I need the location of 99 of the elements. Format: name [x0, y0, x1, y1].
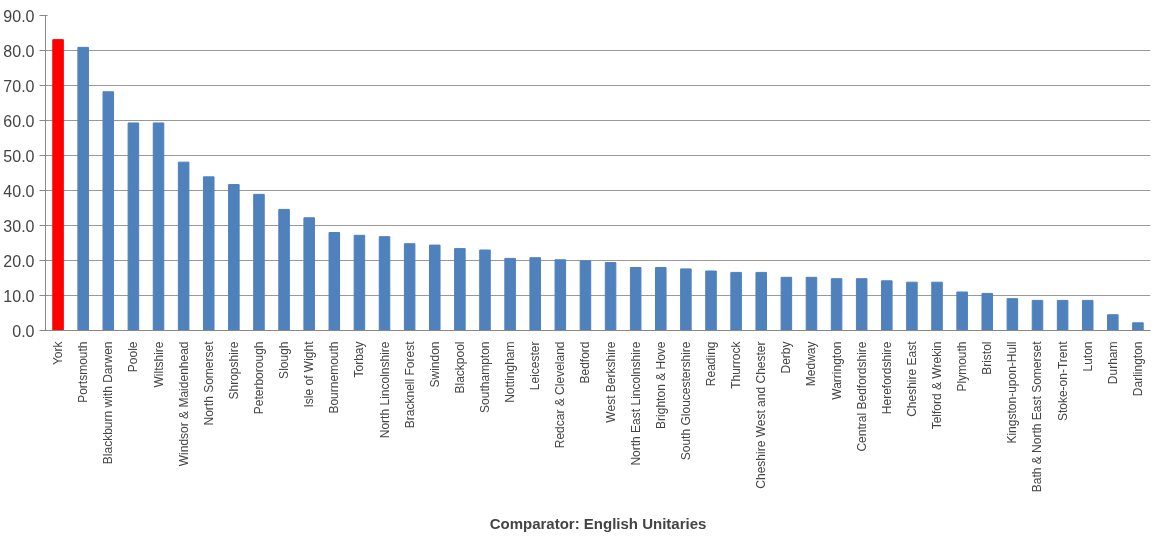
bar	[1031, 299, 1044, 331]
x-tick-label: Bristol	[980, 341, 995, 375]
bar	[881, 280, 893, 331]
y-tick-label: 60.0	[3, 112, 35, 130]
x-tick-label: Cheshire East	[904, 340, 919, 417]
bar	[504, 257, 516, 331]
bar	[1006, 298, 1019, 331]
bar	[755, 271, 768, 331]
bar	[177, 161, 190, 331]
x-tick-label: Bedford	[578, 341, 593, 384]
bar	[278, 208, 290, 331]
bar	[1107, 314, 1119, 331]
bar	[906, 281, 918, 331]
bar	[805, 276, 818, 331]
bar	[353, 234, 366, 331]
bar	[705, 270, 717, 331]
bar	[956, 291, 968, 331]
bar	[680, 268, 692, 331]
bar	[1081, 299, 1094, 331]
bar	[303, 217, 315, 331]
bar	[77, 46, 89, 331]
x-tick-label: Slough	[277, 341, 292, 379]
bar	[629, 267, 642, 331]
x-tick-label: Stoke-on-Trent	[1055, 340, 1070, 422]
y-tick-label: 20.0	[3, 252, 35, 270]
x-tick-label: Shropshire	[226, 341, 241, 400]
x-tick-label: Redcar & Cleveland	[553, 341, 568, 449]
x-tick-label: Derby	[779, 341, 794, 374]
x-tick-label: Herefordshire	[879, 341, 894, 415]
bar	[931, 281, 943, 331]
y-tick-label: 90.0	[3, 7, 35, 25]
bar	[228, 184, 240, 331]
bar	[253, 193, 265, 331]
x-tick-label: Wiltshire	[151, 341, 166, 388]
bar	[152, 122, 165, 331]
bar	[554, 259, 567, 331]
bar	[454, 248, 466, 331]
bar	[479, 249, 491, 331]
bar	[328, 232, 341, 331]
x-tick-label: Bracknell Forest	[402, 340, 417, 429]
x-tick-label: Isle of Wight	[302, 340, 317, 408]
bar	[830, 278, 843, 331]
x-tick-label: Cheshire West and Chester	[754, 341, 769, 489]
x-tick-label: Nottingham	[503, 341, 518, 403]
x-axis-title: Comparator: English Unitaries	[489, 515, 707, 533]
x-tick-label: Blackburn with Darwen	[101, 341, 116, 465]
x-tick-label: Thurrock	[729, 340, 744, 389]
x-tick-label: Windsor & Maidenhead	[176, 341, 191, 467]
bar	[403, 243, 416, 331]
bar	[604, 262, 617, 331]
x-tick-label: Portsmouth	[76, 341, 91, 403]
x-tick-label: Southampton	[477, 341, 492, 413]
bar	[529, 257, 541, 331]
bar	[102, 91, 115, 331]
bar	[52, 39, 64, 331]
x-tick-label: Peterborough	[251, 341, 266, 415]
x-tick-label: Swindon	[427, 341, 442, 388]
bar	[378, 236, 391, 331]
x-tick-label: West Berkshire	[603, 341, 618, 423]
x-tick-label: North Lincolnshire	[377, 341, 392, 439]
y-tick-label: 10.0	[3, 287, 35, 305]
x-tick-label: Reading	[704, 341, 719, 387]
x-tick-label: South Gloucestershire	[678, 341, 693, 461]
x-tick-label: Bournemouth	[327, 341, 342, 414]
x-tick-label: Bath & North East Somerset	[1030, 340, 1045, 493]
x-tick-label: Poole	[126, 341, 141, 373]
x-tick-label: Torbay	[352, 341, 367, 378]
y-tick-label: 40.0	[3, 182, 35, 200]
x-tick-label: Luton	[1080, 341, 1095, 372]
bar	[202, 176, 215, 331]
y-tick-label: 50.0	[3, 147, 35, 165]
x-tick-label: Brighton & Hove	[653, 341, 668, 429]
bar	[981, 292, 994, 331]
y-tick-label: 30.0	[3, 217, 35, 235]
bar	[855, 278, 868, 331]
y-tick-label: 0.0	[12, 322, 35, 340]
x-tick-label: Medway	[804, 341, 819, 387]
x-tick-label: Blackpool	[452, 341, 467, 394]
x-tick-label: North East Lincolnshire	[628, 341, 643, 466]
x-tick-label: Telford & Wrekin	[930, 341, 945, 430]
bar	[730, 271, 742, 331]
x-tick-label: Kingston-upon-Hull	[1005, 341, 1020, 444]
x-tick-label: Central Bedfordshire	[854, 341, 869, 452]
x-tick-label: York	[51, 340, 66, 366]
bar	[428, 244, 441, 331]
x-tick-label: North Somerset	[201, 340, 216, 426]
bar	[1056, 299, 1069, 331]
x-tick-label: Durham	[1105, 341, 1120, 385]
y-tick-label: 80.0	[3, 42, 35, 60]
bar	[127, 122, 140, 331]
bar	[655, 267, 667, 331]
x-tick-label: Plymouth	[955, 341, 970, 392]
x-tick-label: Leicester	[528, 341, 543, 391]
x-tick-label: Darlington	[1130, 341, 1145, 397]
bar	[780, 276, 793, 331]
x-tick-label: Warrington	[829, 341, 844, 400]
bar	[1132, 322, 1144, 331]
y-tick-label: 70.0	[3, 77, 35, 95]
bar	[579, 260, 592, 331]
